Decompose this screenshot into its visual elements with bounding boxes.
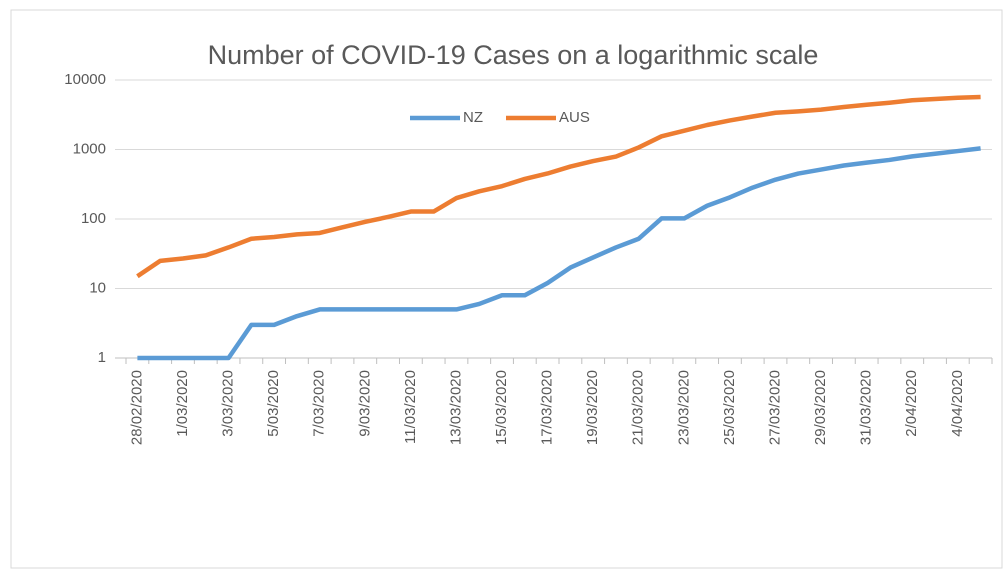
x-tick-label: 29/03/2020 <box>812 370 829 445</box>
x-tick-label: 27/03/2020 <box>766 370 783 445</box>
x-tick-label: 28/02/2020 <box>128 370 145 445</box>
x-tick-label: 21/03/2020 <box>630 370 647 445</box>
y-tick-label: 1 <box>98 349 106 366</box>
legend-label: NZ <box>463 109 483 126</box>
x-tick-label: 25/03/2020 <box>721 370 738 445</box>
series-line <box>137 146 981 361</box>
x-tick-label: 31/03/2020 <box>858 370 875 445</box>
y-tick-label: 100 <box>81 210 106 227</box>
x-tick-label: 7/03/2020 <box>311 370 328 437</box>
x-tick-label: 3/03/2020 <box>220 370 237 437</box>
x-tick-label: 5/03/2020 <box>265 370 282 437</box>
x-tick-label: 13/03/2020 <box>447 370 464 445</box>
x-tick-label: 15/03/2020 <box>493 370 510 445</box>
legend-label: AUS <box>559 109 590 126</box>
y-tick-label: 10000 <box>64 71 106 88</box>
x-tick-label: 2/04/2020 <box>903 370 920 437</box>
x-tick-label: 11/03/2020 <box>402 370 419 444</box>
chart-title: Number of COVID-19 Cases on a logarithmi… <box>208 40 819 70</box>
series-line <box>136 94 981 279</box>
x-tick-label: 1/03/2020 <box>174 370 191 437</box>
y-tick-label: 1000 <box>73 140 106 157</box>
x-tick-label: 17/03/2020 <box>539 370 556 445</box>
y-tick-label: 10 <box>89 279 106 296</box>
x-tick-label: 19/03/2020 <box>584 370 601 445</box>
x-tick-label: 23/03/2020 <box>675 370 692 445</box>
x-tick-label: 9/03/2020 <box>356 370 373 437</box>
x-tick-label: 4/04/2020 <box>949 370 966 437</box>
